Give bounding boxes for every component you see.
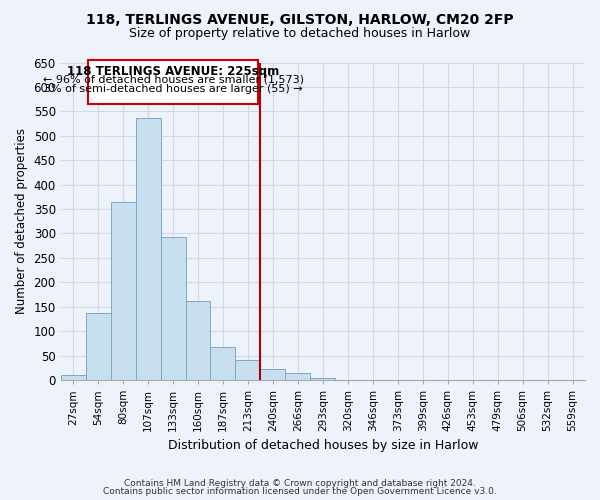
Bar: [86, 313, 110, 380]
Bar: [61, 375, 86, 380]
Text: 118 TERLINGS AVENUE: 225sqm: 118 TERLINGS AVENUE: 225sqm: [67, 65, 280, 78]
Text: ← 96% of detached houses are smaller (1,573): ← 96% of detached houses are smaller (1,…: [43, 74, 304, 85]
Text: Contains HM Land Registry data © Crown copyright and database right 2024.: Contains HM Land Registry data © Crown c…: [124, 478, 476, 488]
Bar: [185, 302, 211, 380]
Text: 3% of semi-detached houses are larger (55) →: 3% of semi-detached houses are larger (5…: [44, 84, 302, 94]
Bar: [235, 360, 260, 380]
X-axis label: Distribution of detached houses by size in Harlow: Distribution of detached houses by size …: [167, 440, 478, 452]
FancyBboxPatch shape: [88, 60, 259, 104]
Y-axis label: Number of detached properties: Number of detached properties: [15, 128, 28, 314]
Bar: [211, 348, 235, 380]
Bar: [161, 237, 185, 380]
Bar: [110, 202, 136, 380]
Text: Contains public sector information licensed under the Open Government Licence v3: Contains public sector information licen…: [103, 487, 497, 496]
Bar: [136, 118, 161, 380]
Text: Size of property relative to detached houses in Harlow: Size of property relative to detached ho…: [130, 28, 470, 40]
Bar: [310, 378, 335, 380]
Bar: [286, 372, 310, 380]
Text: 118, TERLINGS AVENUE, GILSTON, HARLOW, CM20 2FP: 118, TERLINGS AVENUE, GILSTON, HARLOW, C…: [86, 12, 514, 26]
Bar: [260, 369, 286, 380]
